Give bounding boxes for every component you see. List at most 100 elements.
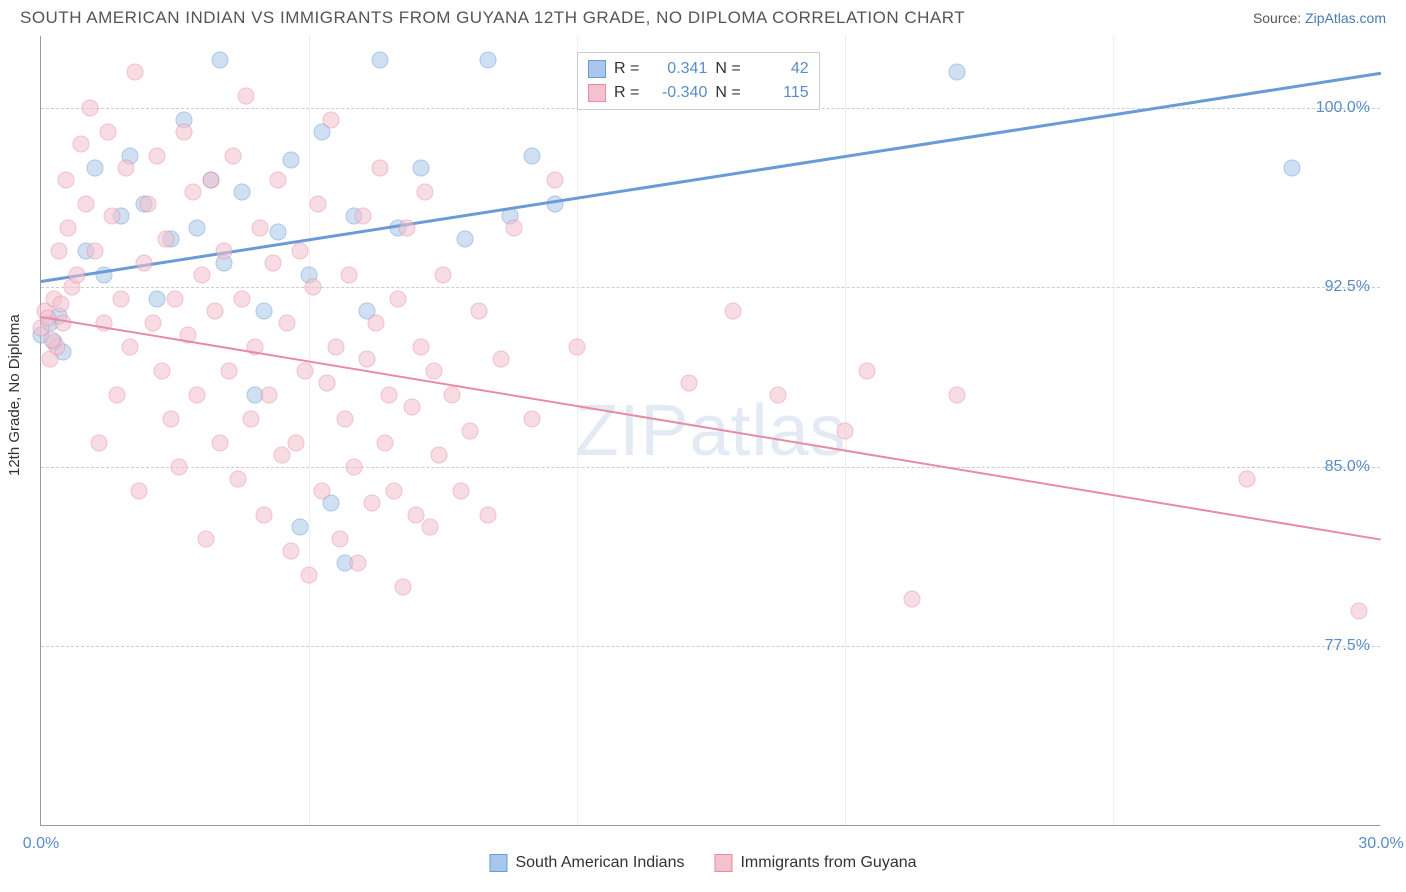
data-point-sai — [149, 291, 166, 308]
data-point-sai — [86, 159, 103, 176]
data-point-guy — [725, 303, 742, 320]
data-point-guy — [91, 434, 108, 451]
data-point-guy — [158, 231, 175, 248]
data-point-guy — [376, 434, 393, 451]
gridline — [41, 646, 1380, 647]
data-point-guy — [229, 470, 246, 487]
data-point-sai — [269, 224, 286, 241]
legend-item-sai: South American Indians — [489, 854, 684, 872]
data-point-guy — [202, 171, 219, 188]
data-point-guy — [278, 315, 295, 332]
data-point-guy — [461, 423, 478, 440]
data-point-guy — [184, 183, 201, 200]
data-point-guy — [198, 530, 215, 547]
data-point-guy — [144, 315, 161, 332]
data-point-guy — [265, 255, 282, 272]
data-point-guy — [314, 482, 331, 499]
data-point-guy — [100, 123, 117, 140]
series-legend: South American Indians Immigrants from G… — [489, 854, 916, 872]
stats-swatch-guy — [588, 84, 606, 102]
vgridline — [1113, 36, 1114, 825]
data-point-guy — [341, 267, 358, 284]
data-point-guy — [470, 303, 487, 320]
stats-swatch-sai — [588, 60, 606, 78]
stats-n-label: N = — [715, 57, 740, 81]
data-point-guy — [421, 518, 438, 535]
data-point-sai — [292, 518, 309, 535]
swatch-sai — [489, 854, 507, 872]
data-point-sai — [372, 51, 389, 68]
data-point-sai — [457, 231, 474, 248]
stats-r-label: R = — [614, 81, 639, 105]
data-point-guy — [113, 291, 130, 308]
chart-header: SOUTH AMERICAN INDIAN VS IMMIGRANTS FROM… — [0, 0, 1406, 36]
data-point-guy — [131, 482, 148, 499]
data-point-guy — [417, 183, 434, 200]
data-point-guy — [479, 506, 496, 523]
data-point-guy — [220, 363, 237, 380]
trend-line-guy — [41, 316, 1381, 541]
x-tick-label: 30.0% — [1358, 835, 1403, 853]
data-point-guy — [57, 171, 74, 188]
data-point-guy — [394, 578, 411, 595]
gridline — [41, 467, 1380, 468]
data-point-guy — [68, 267, 85, 284]
data-point-guy — [82, 99, 99, 116]
gridline — [41, 287, 1380, 288]
data-point-guy — [126, 63, 143, 80]
data-point-guy — [770, 387, 787, 404]
data-point-guy — [323, 111, 340, 128]
data-point-guy — [117, 159, 134, 176]
data-point-guy — [86, 243, 103, 260]
data-point-guy — [680, 375, 697, 392]
data-point-guy — [435, 267, 452, 284]
data-point-guy — [354, 207, 371, 224]
data-point-guy — [430, 446, 447, 463]
data-point-guy — [167, 291, 184, 308]
data-point-guy — [242, 411, 259, 428]
data-point-guy — [225, 147, 242, 164]
data-point-guy — [336, 411, 353, 428]
data-point-guy — [211, 434, 228, 451]
chart-title: SOUTH AMERICAN INDIAN VS IMMIGRANTS FROM… — [20, 8, 965, 28]
data-point-guy — [506, 219, 523, 236]
data-point-sai — [283, 152, 300, 169]
data-point-guy — [135, 255, 152, 272]
data-point-guy — [385, 482, 402, 499]
x-tick-label: 0.0% — [23, 835, 59, 853]
data-point-guy — [193, 267, 210, 284]
data-point-guy — [524, 411, 541, 428]
vgridline — [309, 36, 310, 825]
data-point-guy — [238, 87, 255, 104]
data-point-guy — [359, 351, 376, 368]
chart-area: 12th Grade, No Diploma ZIPatlas 77.5%85.… — [0, 36, 1406, 886]
data-point-guy — [327, 339, 344, 356]
data-point-guy — [345, 458, 362, 475]
data-point-guy — [399, 219, 416, 236]
data-point-guy — [363, 494, 380, 511]
data-point-guy — [50, 243, 67, 260]
data-point-guy — [1239, 470, 1256, 487]
data-point-guy — [390, 291, 407, 308]
data-point-guy — [274, 446, 291, 463]
data-point-guy — [403, 399, 420, 416]
watermark-text-thin: atlas — [689, 391, 846, 471]
data-point-sai — [412, 159, 429, 176]
data-point-guy — [59, 219, 76, 236]
data-point-guy — [53, 296, 70, 313]
legend-item-guy: Immigrants from Guyana — [714, 854, 916, 872]
y-tick-label: 92.5% — [1325, 278, 1370, 296]
source-link[interactable]: ZipAtlas.com — [1305, 10, 1386, 26]
y-axis-label: 12th Grade, No Diploma — [6, 314, 23, 476]
stats-r-value: 0.341 — [647, 57, 707, 81]
data-point-guy — [426, 363, 443, 380]
stats-n-value: 115 — [749, 81, 809, 105]
data-point-guy — [381, 387, 398, 404]
data-point-guy — [55, 315, 72, 332]
vgridline — [577, 36, 578, 825]
data-point-guy — [292, 243, 309, 260]
data-point-guy — [260, 387, 277, 404]
data-point-guy — [350, 554, 367, 571]
stats-n-label: N = — [715, 81, 740, 105]
data-point-sai — [524, 147, 541, 164]
